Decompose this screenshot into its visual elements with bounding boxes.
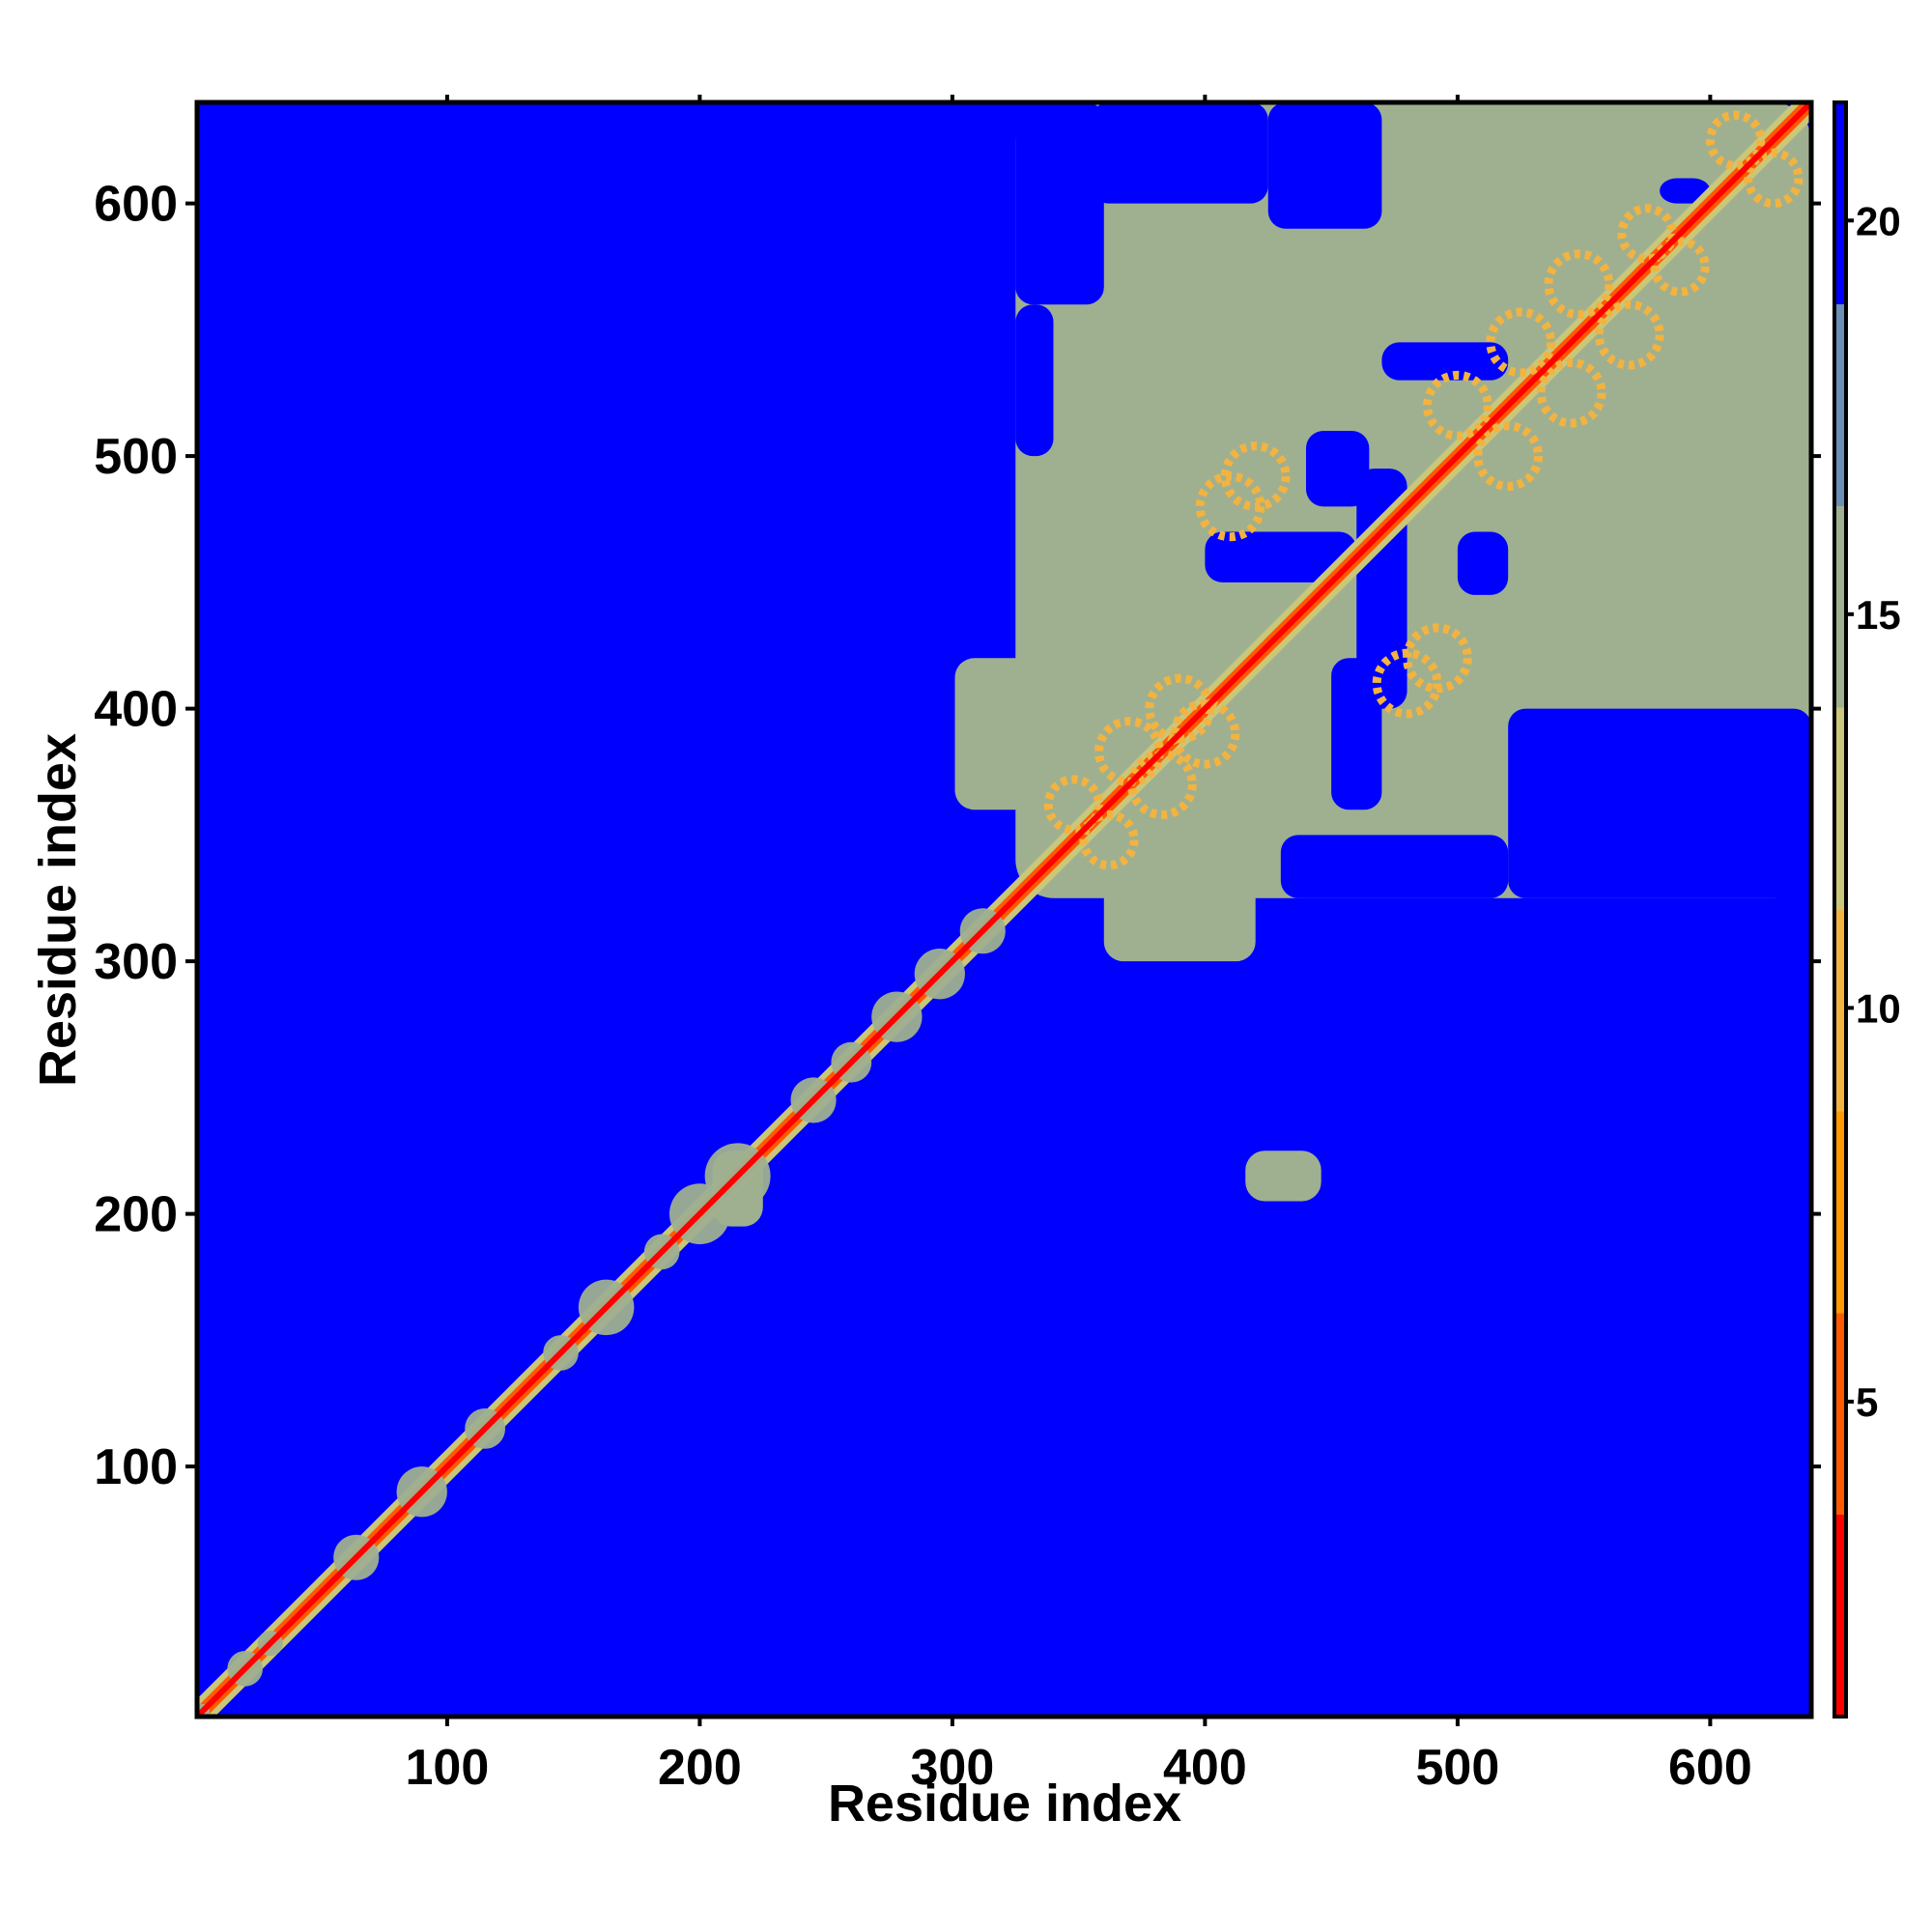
- y-tick-label: 600: [94, 177, 178, 233]
- diagonal-line: [197, 102, 1811, 1717]
- ring-motif-mirror-9: [1744, 148, 1804, 209]
- y-tick-label: 400: [94, 682, 178, 738]
- colorbar-tick-label: 15: [1856, 592, 1901, 638]
- ring-motif-5: [1423, 370, 1492, 440]
- ring-motif-mirror-0: [1079, 810, 1139, 870]
- domain-pocket-0: [1103, 860, 1256, 962]
- heatmap-plot: [197, 102, 1811, 1717]
- domain-pocket-mirror-1: [1245, 1151, 1321, 1202]
- x-tick-label: 500: [1416, 1740, 1500, 1796]
- colorbar-tick-label: 5: [1856, 1379, 1878, 1425]
- colorbar: 5 10 15 20: [1833, 100, 1901, 1719]
- no-contact-patch-5: [1305, 430, 1370, 507]
- no-contact-patch-8: [1280, 835, 1509, 898]
- ring-motif-mirror-6: [1536, 357, 1606, 428]
- ring-motif-9: [1705, 110, 1766, 170]
- y-tick-label: 300: [94, 934, 178, 990]
- no-contact-patch-7: [1508, 708, 1811, 898]
- x-tick-label: 300: [911, 1740, 995, 1796]
- ring-motif-mirror-5: [1473, 421, 1544, 491]
- no-contact-patch-2: [1457, 531, 1509, 595]
- colorbar-tick-label: 20: [1856, 198, 1901, 243]
- y-tick-label: 100: [94, 1439, 178, 1495]
- no-contact-patch-4: [1381, 342, 1509, 381]
- no-contact-patch-9: [1015, 102, 1104, 305]
- x-axis: 100 200 300 400 500 600: [406, 95, 1752, 1796]
- no-contact-patch-11: [1267, 102, 1382, 229]
- no-contact-patch-1: [1205, 531, 1357, 582]
- plot-frame: [194, 99, 1814, 1719]
- x-tick-label: 600: [1668, 1740, 1752, 1796]
- ring-motif-mirror-8: [1650, 237, 1710, 297]
- colorbar-tick-label: 10: [1856, 985, 1901, 1031]
- ring-motif-4: [1372, 648, 1442, 719]
- y-axis: 100 200 300 400 500 600: [94, 177, 1821, 1495]
- y-tick-label: 200: [94, 1187, 178, 1243]
- no-contact-patch-10: [1091, 102, 1268, 204]
- y-tick-label: 500: [94, 429, 178, 485]
- ring-motif-mirror-7: [1594, 299, 1664, 370]
- no-contact-patch-3: [1331, 658, 1382, 810]
- x-tick-label: 400: [1163, 1740, 1247, 1796]
- ring-motif-8: [1617, 204, 1677, 264]
- x-tick-label: 100: [406, 1740, 490, 1796]
- domain-pocket-mirror-0: [954, 658, 1057, 810]
- ring-motif-0: [1043, 775, 1104, 835]
- no-contact-patch-6: [1660, 178, 1711, 204]
- ring-motif-7: [1544, 249, 1614, 320]
- ring-motif-mirror-4: [1195, 471, 1265, 542]
- x-tick-label: 200: [658, 1740, 742, 1796]
- no-contact-patch-12: [1015, 304, 1054, 457]
- x-axis-title: Residue index: [828, 1775, 1181, 1833]
- ring-motif-2: [1145, 673, 1215, 744]
- ring-motif-6: [1486, 307, 1556, 378]
- ring-motif-3: [1220, 441, 1291, 511]
- colorbar-strip: [1833, 100, 1848, 1719]
- y-axis-title: Residue index: [29, 733, 87, 1087]
- ring-motif-mirror-2: [1170, 698, 1240, 769]
